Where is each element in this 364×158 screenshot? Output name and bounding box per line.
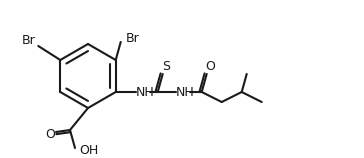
Text: NH: NH xyxy=(135,85,154,98)
Text: Br: Br xyxy=(21,34,35,48)
Text: Br: Br xyxy=(126,31,139,45)
Text: O: O xyxy=(45,128,55,140)
Text: OH: OH xyxy=(79,143,99,157)
Text: NH: NH xyxy=(175,85,194,98)
Text: O: O xyxy=(205,61,215,73)
Text: S: S xyxy=(162,61,170,73)
